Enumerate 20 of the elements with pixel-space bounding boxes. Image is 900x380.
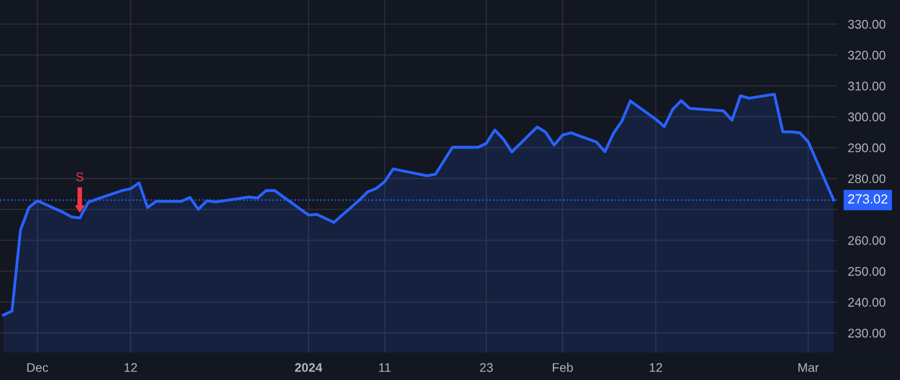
- y-tick-label: 250.00: [848, 266, 886, 276]
- ref-line-label: 273.02: [848, 194, 888, 204]
- x-tick-label: 23: [480, 363, 493, 372]
- y-tick-label: 240.00: [848, 298, 886, 307]
- annotation: S: [76, 172, 84, 182]
- x-tick-label: 12: [124, 363, 137, 372]
- y-tick-label: 290.00: [848, 143, 886, 152]
- y-tick-label: 280.00: [848, 174, 886, 184]
- x-tick-label: 12: [650, 363, 662, 372]
- y-tick-label: 300.00: [848, 112, 886, 122]
- y-tick-label: 320.00: [848, 50, 886, 60]
- y-tick-label: 260.00: [848, 236, 886, 245]
- y-tick-label: 330.00: [848, 20, 886, 29]
- x-tick-label: Feb: [552, 362, 573, 372]
- x-tick-label: Mar: [798, 363, 819, 372]
- x-tick-label: 11: [379, 363, 391, 372]
- x-tick-label: 2024: [295, 363, 322, 372]
- y-tick-label: 230.00: [848, 328, 886, 338]
- y-tick-label: 310.00: [848, 82, 886, 91]
- x-tick-label: Dec: [27, 363, 48, 372]
